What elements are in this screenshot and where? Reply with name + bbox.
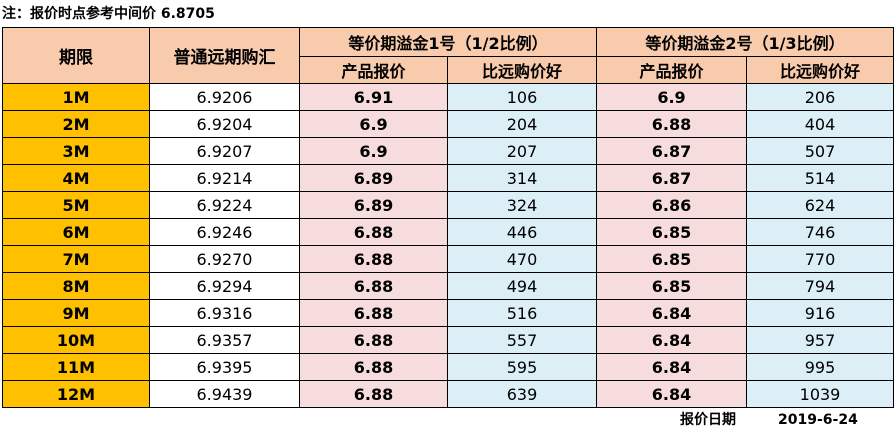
product1-better-cell: 446 bbox=[447, 218, 597, 246]
table-row: 1M 6.9206 6.91 106 6.9 206 bbox=[2, 83, 894, 111]
product1-better-cell: 204 bbox=[447, 110, 597, 138]
product1-quote-cell: 6.88 bbox=[299, 245, 448, 273]
table-row: 10M 6.9357 6.88 557 6.84 957 bbox=[2, 326, 894, 354]
fx-quote-table: 期限 普通远期购汇 等价期溢金1号（1/2比例） 等价期溢金2号（1/3比例） … bbox=[2, 27, 894, 408]
product2-quote-cell: 6.85 bbox=[596, 245, 747, 273]
product2-better-cell: 624 bbox=[746, 191, 894, 219]
table-row: 8M 6.9294 6.88 494 6.85 794 bbox=[2, 272, 894, 300]
table-row: 7M 6.9270 6.88 470 6.85 770 bbox=[2, 245, 894, 273]
header-product1-quote: 产品报价 bbox=[299, 56, 448, 84]
tenor-cell: 8M bbox=[2, 272, 150, 300]
product2-quote-cell: 6.87 bbox=[596, 164, 747, 192]
forward-rate-cell: 6.9246 bbox=[149, 218, 300, 246]
product2-better-cell: 1039 bbox=[746, 380, 894, 408]
product1-better-cell: 106 bbox=[447, 83, 597, 111]
product2-quote-cell: 6.85 bbox=[596, 218, 747, 246]
product1-better-cell: 516 bbox=[447, 299, 597, 327]
product1-quote-cell: 6.88 bbox=[299, 380, 448, 408]
header-forward: 普通远期购汇 bbox=[149, 27, 300, 84]
product1-quote-cell: 6.9 bbox=[299, 137, 448, 165]
tenor-cell: 12M bbox=[2, 380, 150, 408]
product2-better-cell: 995 bbox=[746, 353, 894, 381]
product1-quote-cell: 6.9 bbox=[299, 110, 448, 138]
forward-rate-cell: 6.9395 bbox=[149, 353, 300, 381]
product2-better-cell: 770 bbox=[746, 245, 894, 273]
tenor-cell: 9M bbox=[2, 299, 150, 327]
product1-quote-cell: 6.88 bbox=[299, 218, 448, 246]
product1-quote-cell: 6.88 bbox=[299, 272, 448, 300]
table-row: 4M 6.9214 6.89 314 6.87 514 bbox=[2, 164, 894, 192]
product1-better-cell: 494 bbox=[447, 272, 597, 300]
product2-quote-cell: 6.85 bbox=[596, 272, 747, 300]
table-row: 5M 6.9224 6.89 324 6.86 624 bbox=[2, 191, 894, 219]
tenor-cell: 6M bbox=[2, 218, 150, 246]
forward-rate-cell: 6.9439 bbox=[149, 380, 300, 408]
product2-quote-cell: 6.86 bbox=[596, 191, 747, 219]
product2-better-cell: 916 bbox=[746, 299, 894, 327]
product1-quote-cell: 6.89 bbox=[299, 164, 448, 192]
product2-quote-cell: 6.84 bbox=[596, 299, 747, 327]
product1-better-cell: 207 bbox=[447, 137, 597, 165]
product1-quote-cell: 6.91 bbox=[299, 83, 448, 111]
table-row: 6M 6.9246 6.88 446 6.85 746 bbox=[2, 218, 894, 246]
header-product2-better: 比远购价好 bbox=[746, 56, 894, 84]
forward-rate-cell: 6.9270 bbox=[149, 245, 300, 273]
table-row: 2M 6.9204 6.9 204 6.88 404 bbox=[2, 110, 894, 138]
product1-quote-cell: 6.88 bbox=[299, 299, 448, 327]
header-product2: 等价期溢金2号（1/3比例） bbox=[596, 27, 894, 57]
product1-quote-cell: 6.88 bbox=[299, 326, 448, 354]
quote-date-label: 报价日期 bbox=[680, 412, 736, 428]
product2-better-cell: 794 bbox=[746, 272, 894, 300]
table-row: 12M 6.9439 6.88 639 6.84 1039 bbox=[2, 380, 894, 408]
tenor-cell: 10M bbox=[2, 326, 150, 354]
product2-quote-cell: 6.9 bbox=[596, 83, 747, 111]
forward-rate-cell: 6.9206 bbox=[149, 83, 300, 111]
product2-quote-cell: 6.87 bbox=[596, 137, 747, 165]
forward-rate-cell: 6.9214 bbox=[149, 164, 300, 192]
product1-quote-cell: 6.89 bbox=[299, 191, 448, 219]
tenor-cell: 5M bbox=[2, 191, 150, 219]
forward-rate-cell: 6.9224 bbox=[149, 191, 300, 219]
product1-better-cell: 557 bbox=[447, 326, 597, 354]
product2-better-cell: 746 bbox=[746, 218, 894, 246]
product1-quote-cell: 6.88 bbox=[299, 353, 448, 381]
product2-better-cell: 514 bbox=[746, 164, 894, 192]
product1-better-cell: 470 bbox=[447, 245, 597, 273]
product2-quote-cell: 6.84 bbox=[596, 380, 747, 408]
product1-better-cell: 314 bbox=[447, 164, 597, 192]
table-body: 1M 6.9206 6.91 106 6.9 206 2M 6.9204 6.9 204 6.88 4… bbox=[2, 83, 894, 408]
product2-better-cell: 957 bbox=[746, 326, 894, 354]
header-product1: 等价期溢金1号（1/2比例） bbox=[299, 27, 597, 57]
table-row: 11M 6.9395 6.88 595 6.84 995 bbox=[2, 353, 894, 381]
tenor-cell: 11M bbox=[2, 353, 150, 381]
reference-rate-note: 注：报价时点参考中间价 6.8705 bbox=[2, 6, 215, 22]
product2-better-cell: 404 bbox=[746, 110, 894, 138]
product1-better-cell: 595 bbox=[447, 353, 597, 381]
forward-rate-cell: 6.9357 bbox=[149, 326, 300, 354]
table-row: 3M 6.9207 6.9 207 6.87 507 bbox=[2, 137, 894, 165]
product1-better-cell: 639 bbox=[447, 380, 597, 408]
header-product2-quote: 产品报价 bbox=[596, 56, 747, 84]
header-product1-better: 比远购价好 bbox=[447, 56, 597, 84]
tenor-cell: 2M bbox=[2, 110, 150, 138]
product2-better-cell: 206 bbox=[746, 83, 894, 111]
tenor-cell: 4M bbox=[2, 164, 150, 192]
forward-rate-cell: 6.9207 bbox=[149, 137, 300, 165]
tenor-cell: 1M bbox=[2, 83, 150, 111]
forward-rate-cell: 6.9204 bbox=[149, 110, 300, 138]
product2-quote-cell: 6.84 bbox=[596, 353, 747, 381]
product1-better-cell: 324 bbox=[447, 191, 597, 219]
product2-better-cell: 507 bbox=[746, 137, 894, 165]
product2-quote-cell: 6.84 bbox=[596, 326, 747, 354]
table-row: 9M 6.9316 6.88 516 6.84 916 bbox=[2, 299, 894, 327]
tenor-cell: 3M bbox=[2, 137, 150, 165]
forward-rate-cell: 6.9294 bbox=[149, 272, 300, 300]
product2-quote-cell: 6.88 bbox=[596, 110, 747, 138]
header-tenor: 期限 bbox=[2, 27, 150, 84]
tenor-cell: 7M bbox=[2, 245, 150, 273]
forward-rate-cell: 6.9316 bbox=[149, 299, 300, 327]
quote-date-value: 2019-6-24 bbox=[778, 412, 858, 428]
